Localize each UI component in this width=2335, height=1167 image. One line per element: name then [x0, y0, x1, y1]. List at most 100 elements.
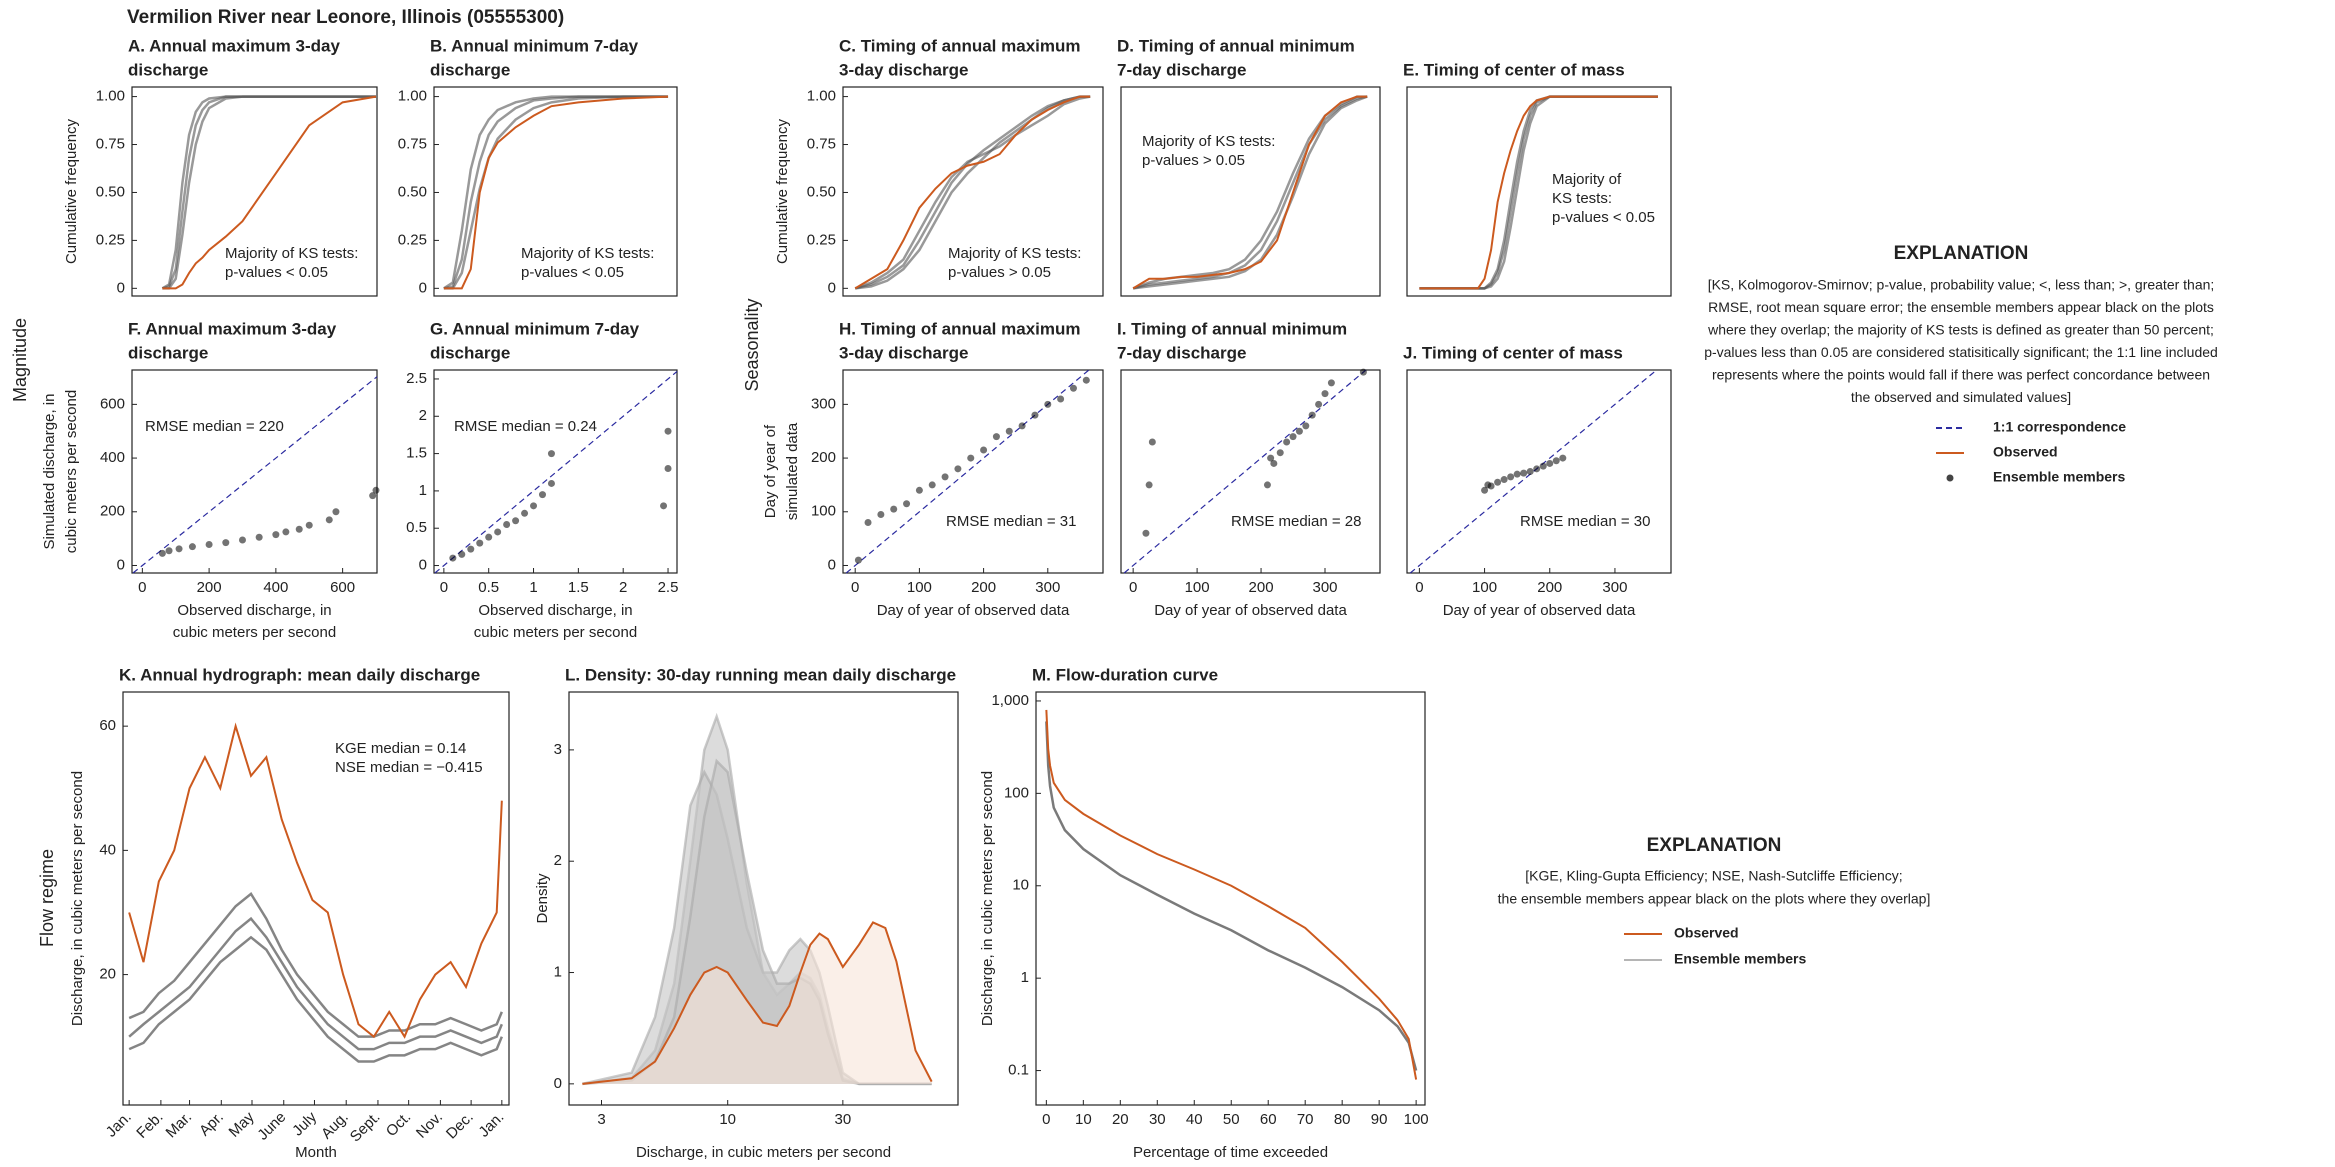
point: [1057, 395, 1065, 403]
panel-title: I. Timing of annual minimum: [1117, 319, 1347, 338]
y-axis-label: Day of year of: [762, 424, 779, 518]
annotation: RMSE median = 31: [946, 513, 1076, 530]
plot-frame: [433, 86, 678, 297]
x-tick-label: 1.5: [568, 579, 589, 596]
plot-frame: [842, 86, 1104, 297]
x-tick-label: 100: [1404, 1111, 1429, 1128]
point: [664, 427, 672, 435]
point: [547, 450, 555, 458]
x-tick-label: Dec.: [443, 1109, 477, 1143]
x-tick-label: June: [254, 1109, 289, 1144]
x-tick-label: 30: [1149, 1111, 1166, 1128]
annotation: RMSE median = 28: [1231, 513, 1361, 530]
point: [992, 433, 1000, 441]
row-label: Magnitude: [10, 318, 30, 402]
annotation: p-values > 0.05: [948, 264, 1051, 281]
point: [1552, 457, 1560, 465]
point: [954, 465, 962, 473]
point: [512, 517, 520, 525]
y-tick-label: 1,000: [991, 692, 1029, 709]
y-tick-label: 1.5: [406, 445, 427, 462]
y-tick-label: 0.1: [1008, 1062, 1029, 1079]
point: [1533, 465, 1541, 473]
panel-title: E. Timing of center of mass: [1403, 60, 1625, 79]
point: [449, 554, 457, 562]
point: [467, 545, 475, 553]
panel-title: 3-day discharge: [839, 60, 968, 79]
x-tick-label: 50: [1223, 1111, 1240, 1128]
y-tick-label: 2: [554, 852, 562, 869]
plot-frame: [433, 369, 678, 574]
y-tick-label: 60: [99, 717, 116, 734]
series-line: [855, 95, 1091, 290]
x-tick-label: 0.5: [478, 579, 499, 596]
explanation-text: [KGE, Kling-Gupta Efficiency; NSE, Nash-…: [1525, 868, 1902, 884]
legend-label: Observed: [1993, 444, 2058, 460]
point: [903, 500, 911, 508]
y-axis-label: Discharge, in cubic meters per second: [979, 771, 996, 1026]
annotation: NSE median = −0.415: [335, 759, 483, 776]
y-axis-label: Simulated discharge, in: [41, 394, 58, 550]
one-to-one-line: [434, 371, 678, 574]
panel-title: K. Annual hydrograph: mean daily dischar…: [119, 665, 480, 684]
series-line: [854, 95, 1091, 290]
x-tick-label: 0: [440, 579, 448, 596]
point: [188, 543, 196, 551]
y-tick-label: 0: [419, 557, 427, 574]
x-tick-label: Nov.: [413, 1109, 446, 1142]
annotation: Majority of KS tests:: [521, 245, 654, 262]
x-axis-label: cubic meters per second: [173, 624, 336, 641]
y-tick-label: 0: [828, 556, 836, 573]
point: [1018, 422, 1026, 430]
point: [485, 533, 493, 541]
point: [372, 486, 380, 494]
point: [1481, 486, 1489, 494]
y-tick-label: 1.00: [807, 88, 836, 105]
point: [222, 539, 230, 547]
series-line: [1419, 95, 1658, 290]
y-axis-label: Cumulative frequency: [63, 118, 80, 264]
y-tick-label: 0.25: [807, 231, 836, 248]
x-axis-label: Observed discharge, in: [478, 602, 632, 619]
explanation-text: p-values less than 0.05 are considered s…: [1704, 344, 2218, 360]
annotation: Majority of KS tests:: [948, 245, 1081, 262]
panel-title: L. Density: 30-day running mean daily di…: [565, 665, 956, 684]
point: [877, 510, 885, 518]
x-tick-label: Jan.: [103, 1109, 135, 1141]
panel-title: discharge: [430, 60, 510, 79]
x-tick-label: 30: [835, 1111, 852, 1128]
y-axis-label: Density: [534, 873, 551, 924]
point: [503, 520, 511, 528]
point: [305, 521, 313, 529]
y-tick-label: 1: [419, 482, 427, 499]
x-tick-label: 0: [138, 579, 146, 596]
plot-frame: [131, 86, 378, 297]
plot-frame: [1035, 691, 1426, 1106]
x-tick-label: 300: [1602, 579, 1627, 596]
area: [582, 922, 932, 1084]
annotation: KS tests:: [1552, 190, 1612, 207]
point: [928, 481, 936, 489]
point: [1031, 411, 1039, 419]
point: [476, 539, 484, 547]
y-tick-label: 200: [811, 449, 836, 466]
point: [1276, 449, 1284, 457]
explanation-text: where they overlap; the majority of KS t…: [1707, 322, 2214, 338]
point: [941, 473, 949, 481]
point: [1494, 478, 1502, 486]
point: [165, 547, 173, 555]
x-tick-label: 0: [1415, 579, 1423, 596]
y-tick-label: 0.75: [96, 135, 125, 152]
y-tick-label: 10: [1012, 877, 1029, 894]
point: [854, 556, 862, 564]
point: [1082, 376, 1090, 384]
annotation: p-values < 0.05: [521, 264, 624, 281]
point: [1267, 454, 1275, 462]
point: [1327, 379, 1335, 387]
point: [272, 531, 280, 539]
x-tick-label: 200: [1537, 579, 1562, 596]
point: [980, 446, 988, 454]
y-tick-label: 300: [811, 395, 836, 412]
explanation-text: represents where the points would fall i…: [1712, 367, 2210, 383]
